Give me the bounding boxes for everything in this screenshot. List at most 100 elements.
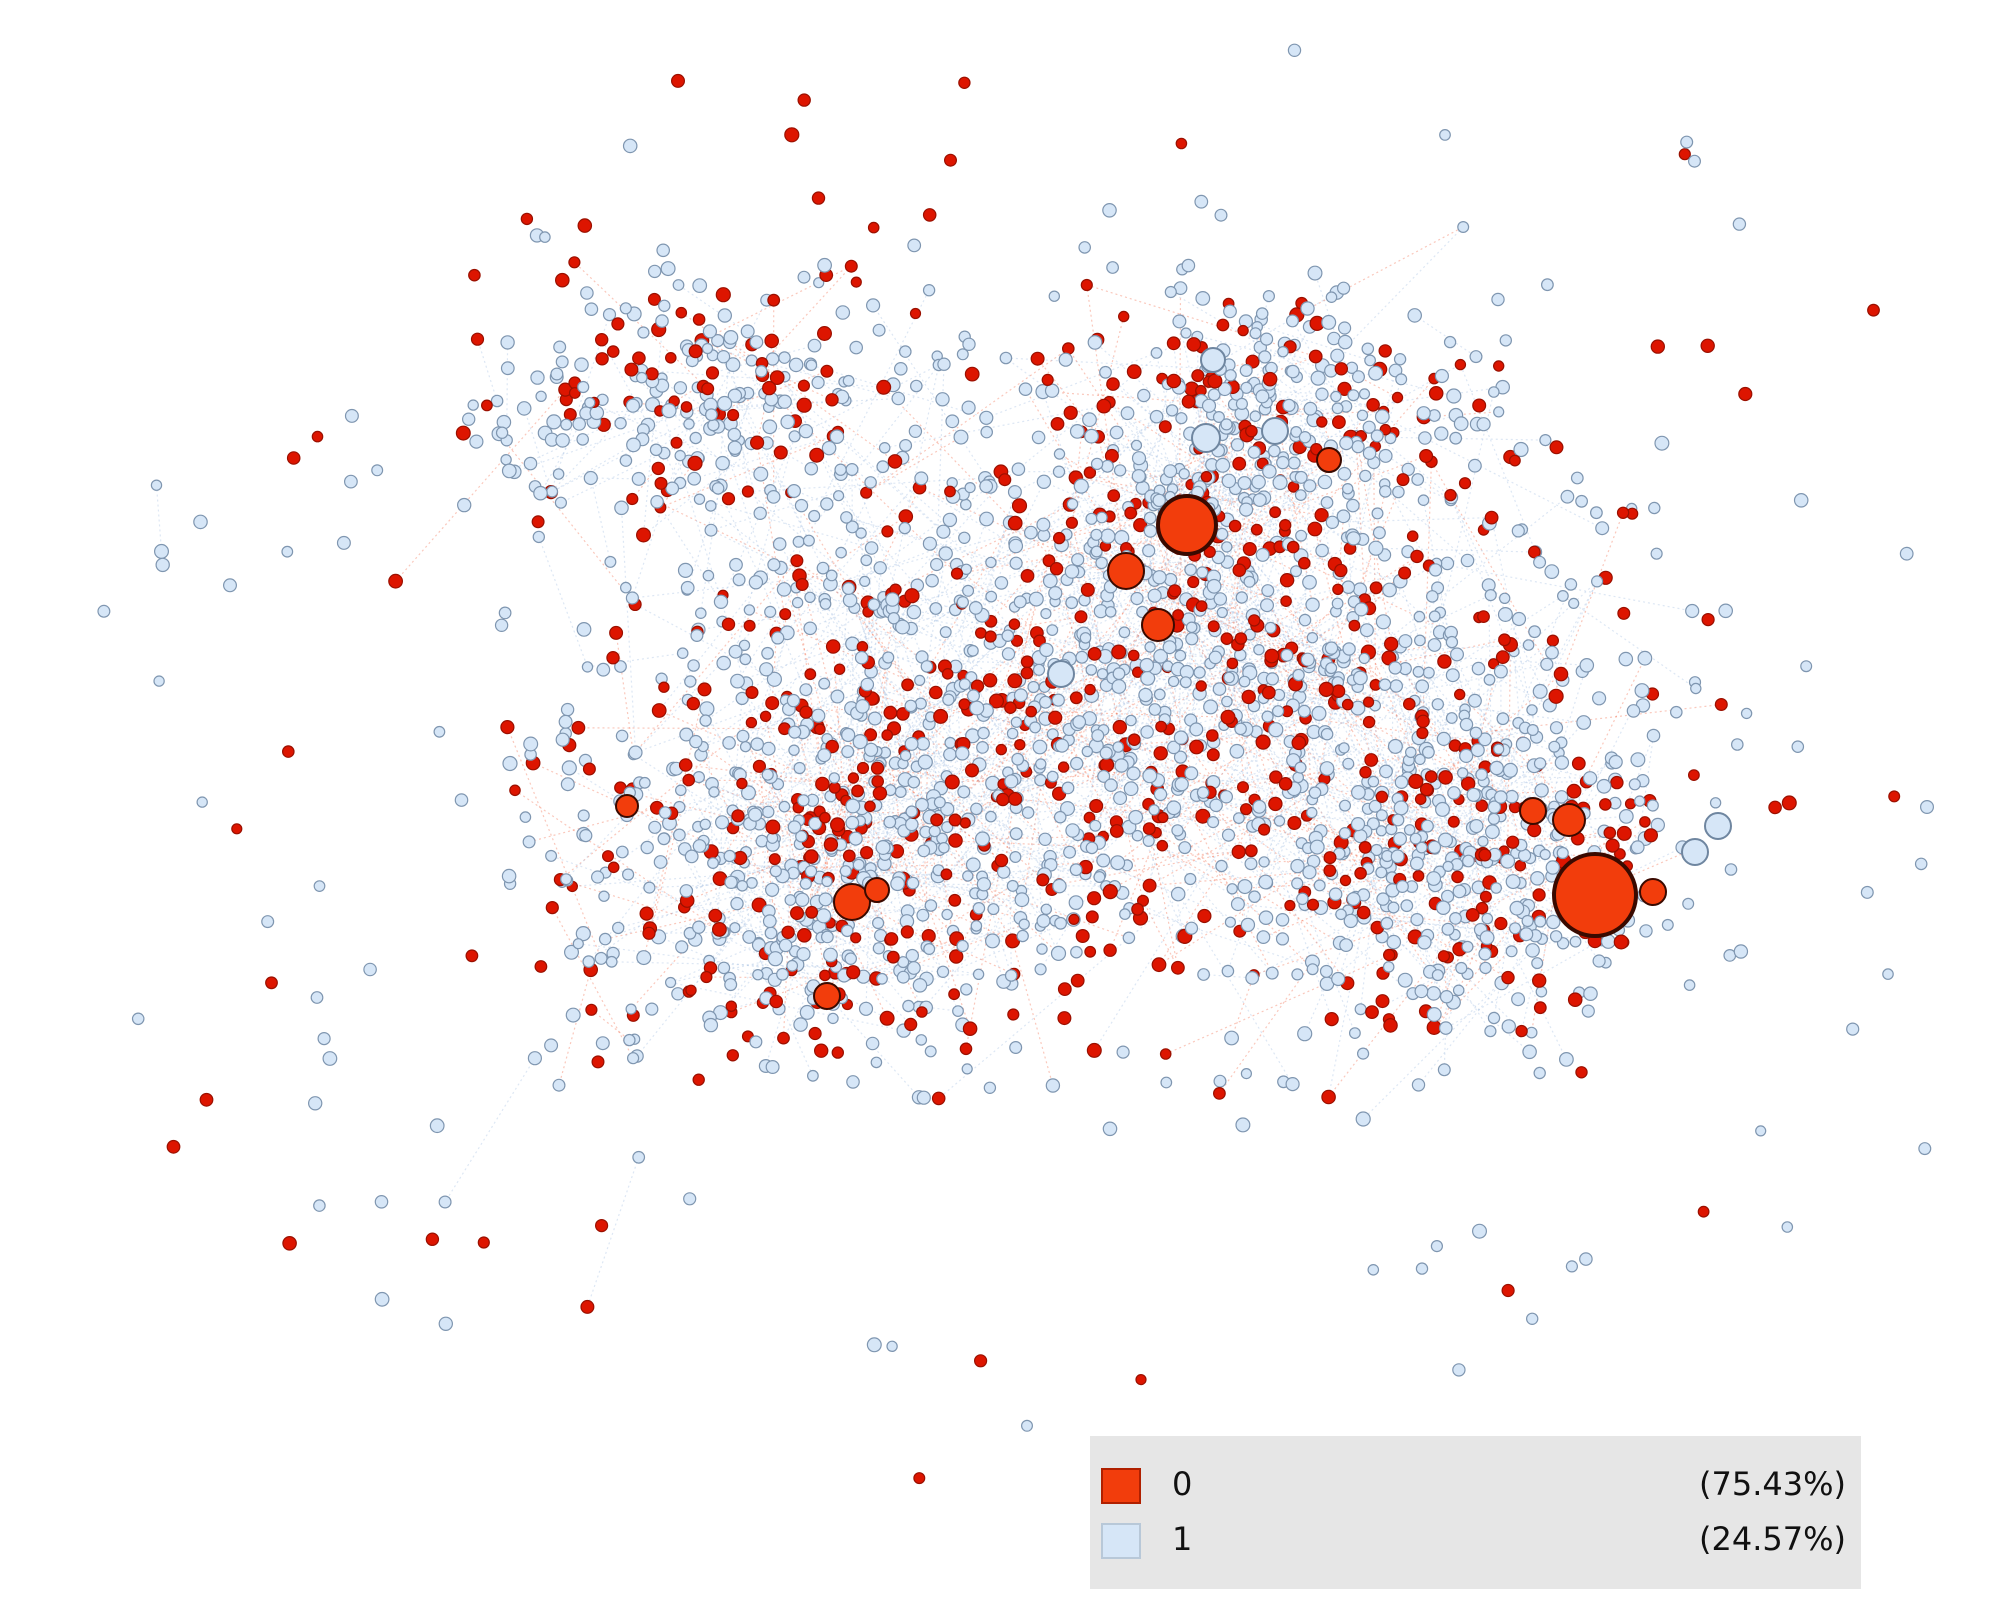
edge [1328,934,1456,1098]
edge [1311,799,1439,976]
node-blue [1427,840,1442,854]
node-red [726,1049,740,1062]
node-red [1269,506,1281,519]
node-blue [907,775,921,789]
node-blue [1395,879,1409,893]
node-blue [457,497,472,513]
node-blue [839,865,852,878]
node-blue [1515,736,1532,752]
node-blue [987,903,1000,916]
node-blue [1232,812,1245,824]
edge [853,607,909,686]
edge [444,1057,536,1203]
node-blue [1390,849,1405,864]
node-red [705,366,720,380]
node-blue [1469,818,1484,834]
edge [1422,461,1432,713]
node-blue [846,1075,860,1089]
node-blue [914,471,929,486]
node-red [1166,336,1181,351]
node-red [829,817,845,833]
node-blue [1174,649,1187,662]
node-blue [438,1195,452,1209]
node-blue [1426,986,1441,1001]
node-blue [1346,498,1360,513]
node-blue [308,1096,323,1111]
node-red [697,682,712,697]
node-blue [582,955,595,968]
edge [903,750,1044,881]
node-blue [1403,824,1416,836]
node-blue [572,417,586,431]
node-blue [1071,553,1085,567]
node-blue [1648,501,1661,515]
node-blue [1179,676,1192,689]
node-red [1362,715,1376,729]
edge [1507,644,1511,862]
node-red [1004,701,1017,714]
node-blue [1476,417,1491,432]
node-blue [1167,740,1181,755]
node-blue [1302,574,1317,590]
node-blue [914,674,926,687]
node-red [1613,848,1626,860]
node-red [1472,398,1487,413]
node-blue [1152,493,1166,508]
edge [656,501,869,604]
edge [1414,314,1477,358]
edge [1428,672,1555,748]
hub-node-blue [1200,347,1226,373]
node-blue [979,511,994,527]
node-red [1099,757,1115,773]
edge [1318,663,1547,713]
node-blue [1320,727,1334,741]
node-blue [842,374,855,387]
edge [1313,829,1354,862]
node-red [1318,681,1334,698]
edge [1000,470,1171,473]
node-blue [766,671,783,687]
node-blue [786,693,801,708]
node-blue [655,314,669,328]
node-red [1616,825,1632,841]
node-blue [1298,613,1312,627]
node-blue [1359,623,1374,638]
node-blue [1445,635,1459,649]
node-blue [619,302,632,315]
node-blue [1221,828,1236,842]
node-red [1106,377,1120,391]
node-red [1426,1019,1442,1035]
node-blue [1203,699,1219,715]
node-blue [723,849,736,863]
edge [833,588,850,778]
node-blue [1368,540,1384,556]
node-red [948,988,960,1001]
edge [1116,759,1294,823]
node-blue [673,381,688,395]
node-red [948,813,962,827]
edge [1443,774,1591,779]
edge [695,741,789,933]
node-blue [724,875,738,890]
node-red [930,813,944,827]
node-blue [891,391,906,406]
node-blue [560,873,573,886]
node-blue [958,531,971,545]
node-blue [429,1118,445,1134]
node-blue [673,828,686,842]
node-blue [1378,678,1392,691]
edge [733,881,901,972]
edge [1478,757,1613,888]
node-red [950,567,964,580]
node-blue [1392,831,1407,846]
node-blue [1342,757,1355,770]
edge [832,646,849,866]
edge [983,884,1012,976]
edge [1352,679,1560,754]
node-blue [1273,815,1286,827]
node-red [1406,530,1419,542]
node-blue [702,324,718,339]
node-blue [1035,758,1047,770]
node-blue [1148,804,1160,816]
